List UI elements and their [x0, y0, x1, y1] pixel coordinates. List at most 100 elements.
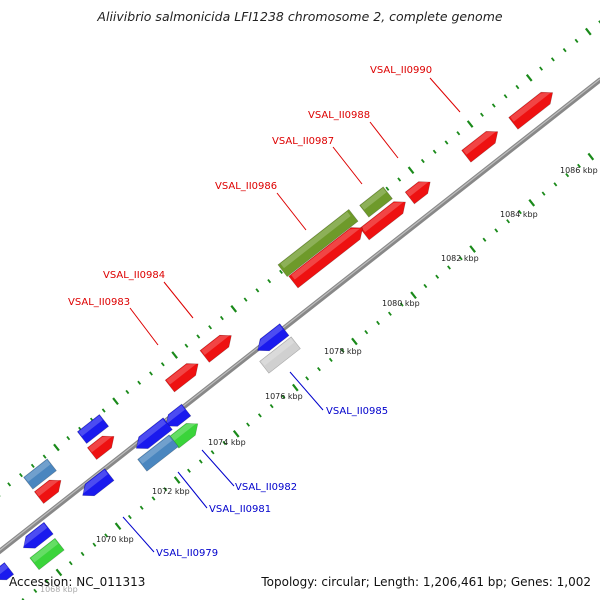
leader-VSAL_II0986 — [276, 192, 307, 231]
gene-VSAL_II0986-b — [288, 227, 364, 289]
tick-mark — [587, 152, 595, 161]
tick-mark — [112, 397, 119, 406]
tick-mark — [528, 198, 536, 207]
tick-mark — [149, 371, 153, 376]
gene-VSAL_II0978-a-highlight — [24, 459, 51, 482]
tick-mark — [208, 325, 213, 330]
tick-mark — [407, 166, 415, 175]
gene-VSAL_II0979-a — [23, 521, 54, 549]
tick-mark — [491, 103, 496, 108]
tick-label-1068: 1068 kbp — [40, 585, 78, 594]
label-leaders — [122, 77, 461, 553]
tick-mark — [137, 380, 142, 385]
tick-mark — [246, 422, 251, 427]
tick-mark — [444, 140, 449, 145]
gene-VSAL_II0990 — [508, 91, 554, 130]
tick-mark — [230, 304, 238, 313]
tick-mark — [525, 73, 533, 82]
gene-VSAL_II0989 — [461, 131, 499, 163]
tick-mark — [163, 487, 168, 492]
gene-VSAL_II0984 — [199, 334, 232, 363]
tick-mark — [541, 191, 546, 196]
gene-VSAL_II0978-a — [23, 458, 57, 490]
gene-VSAL_II0983-highlight — [166, 363, 197, 385]
tick-mark — [410, 291, 417, 300]
tick-mark — [210, 450, 215, 455]
gene-VSAL_II0985-b — [259, 336, 301, 374]
gene-VSAL_II0979-highlight — [30, 539, 59, 563]
gene-VSAL_II0989-highlight — [463, 131, 497, 155]
leader-VSAL_II0984 — [163, 281, 194, 319]
tick-mark — [104, 533, 109, 538]
tick-mark — [574, 38, 579, 43]
tick-mark — [114, 522, 122, 531]
tick-mark — [255, 288, 260, 293]
tick-mark — [466, 120, 474, 128]
gene-VSAL_II0983-b — [86, 435, 115, 460]
tick-label-1086: 1086 kbp — [560, 166, 598, 175]
tick-mark — [45, 579, 50, 584]
tick-label-1084: 1084 kbp — [500, 210, 538, 219]
gene-VSAL_II0990-highlight — [510, 92, 551, 122]
tick-mark — [420, 158, 425, 164]
tick-mark — [539, 66, 544, 71]
tick-mark — [517, 209, 522, 215]
gene-VSAL_II0979-a-highlight — [23, 523, 48, 547]
leader-VSAL_II0985 — [289, 371, 324, 411]
map-title: Aliivibrio salmonicida LFI1238 chromosom… — [97, 9, 503, 24]
gene-VSAL_II0984-b-highlight — [78, 415, 103, 437]
tick-mark — [66, 436, 71, 441]
tick-mark — [562, 47, 567, 53]
tick-mark — [423, 283, 428, 289]
gene-VSAL_II0988-fwd — [404, 181, 431, 205]
tick-mark — [553, 182, 558, 187]
tick-mark — [515, 84, 520, 90]
gene-VSAL_II0981-b — [137, 434, 179, 472]
tick-mark — [397, 177, 402, 182]
gene-VSAL_II0977 — [0, 562, 15, 581]
gene-VSAL_II0986 — [277, 208, 359, 278]
tick-mark — [30, 463, 35, 469]
gene-VSAL_II0981-b-highlight — [139, 436, 173, 464]
gene-VSAL_II0981-highlight — [136, 419, 167, 447]
tick-mark — [598, 20, 600, 24]
tick-mark — [21, 598, 25, 600]
tick-mark — [376, 320, 381, 326]
tick-mark — [469, 245, 476, 253]
gene-VSAL_II0986-b-highlight — [291, 228, 360, 280]
gene-label-VSAL_II0988: VSAL_II0988 — [308, 110, 370, 121]
gene-label-VSAL_II0979: VSAL_II0979 — [156, 548, 218, 559]
tick-mark — [267, 278, 272, 284]
gene-label-VSAL_II0990: VSAL_II0990 — [370, 65, 432, 76]
tick-mark — [68, 561, 73, 566]
tick-mark — [196, 334, 201, 339]
tick-mark — [171, 351, 178, 359]
tick-mark — [257, 413, 262, 418]
tick-mark — [482, 237, 487, 242]
gene-VSAL_II0984-highlight — [201, 335, 230, 355]
tick-mark — [269, 403, 274, 409]
tick-mark — [480, 112, 484, 117]
tick-mark — [232, 429, 240, 438]
tick-mark — [219, 315, 224, 321]
tick-mark — [385, 186, 390, 191]
tick-mark — [151, 496, 156, 501]
tick-mark — [279, 269, 283, 274]
tick-label-1074: 1074 kbp — [208, 438, 246, 447]
tick-mark — [550, 57, 555, 62]
tick-mark — [19, 473, 23, 478]
gene-label-VSAL_II0985: VSAL_II0985 — [326, 406, 388, 417]
tick-mark — [399, 302, 404, 307]
gene-VSAL_II0983 — [164, 363, 199, 393]
tick-mark — [506, 219, 511, 224]
gene-VSAL_II0981 — [135, 417, 173, 449]
tick-mark — [456, 131, 461, 136]
gene-label-VSAL_II0982: VSAL_II0982 — [235, 482, 297, 493]
gene-features — [0, 91, 554, 581]
gene-VSAL_II0984-b — [76, 414, 110, 444]
tick-mark — [435, 274, 440, 279]
gene-VSAL_II0980-highlight — [82, 469, 108, 494]
gene-VSAL_II0988 — [359, 186, 393, 218]
gene-VSAL_II0986-highlight — [280, 211, 351, 269]
